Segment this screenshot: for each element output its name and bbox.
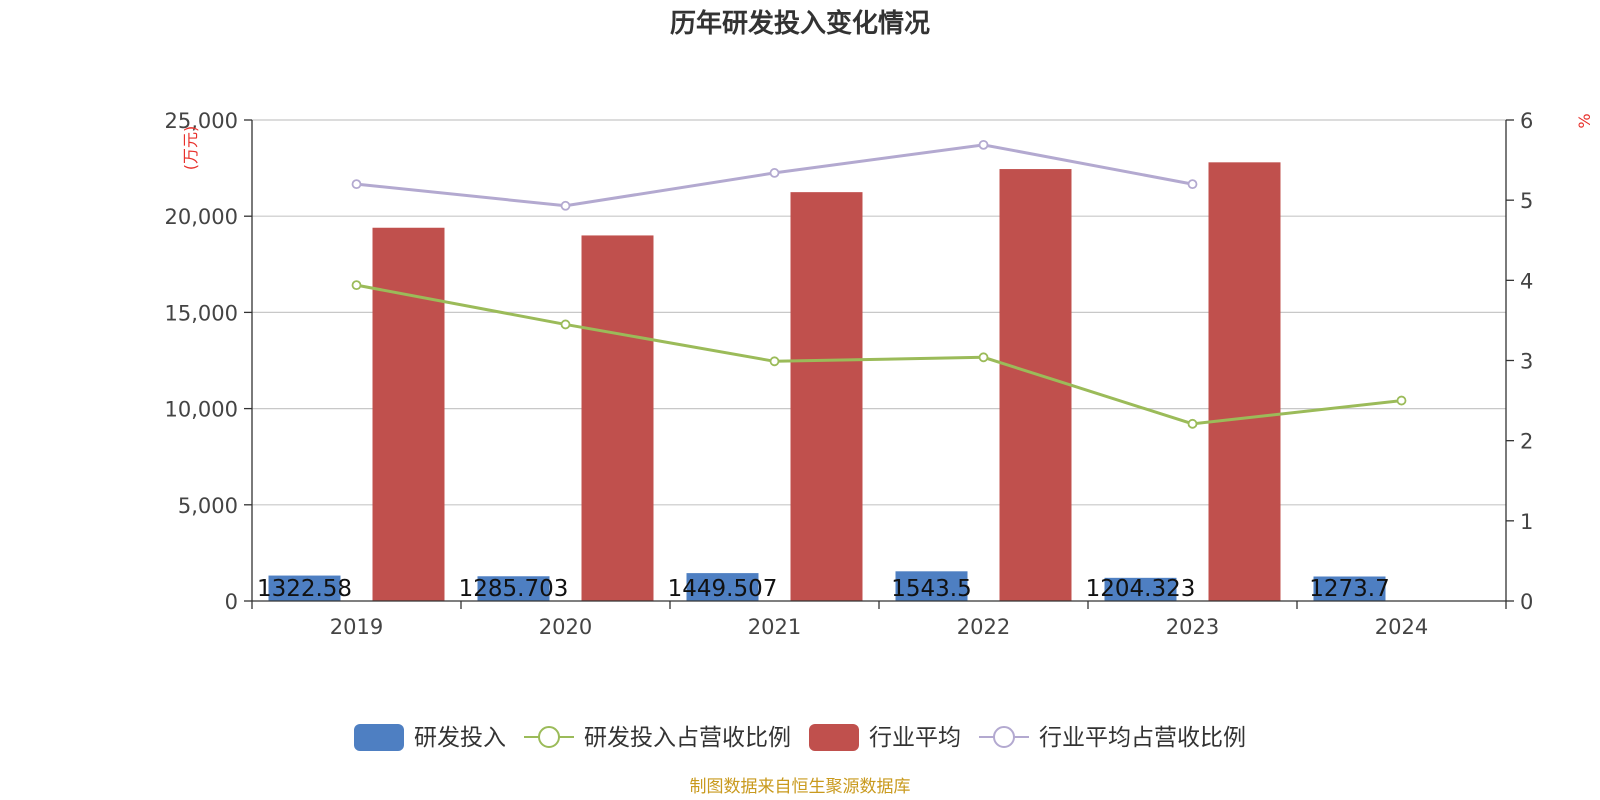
legend-label: 研发投入	[414, 725, 506, 751]
data-source: 制图数据来自恒生聚源数据库	[690, 777, 911, 797]
x-tick-label: 2020	[539, 615, 592, 639]
lines	[351, 139, 1407, 429]
data-point	[1187, 179, 1198, 190]
right-tick-label: 1	[1520, 510, 1533, 534]
x-tick-label: 2022	[957, 615, 1010, 639]
bar	[1104, 577, 1177, 601]
right-tick-label: 6	[1520, 109, 1533, 133]
x-tick-label: 2024	[1375, 615, 1428, 639]
bar	[895, 571, 968, 601]
chart-title: 历年研发投入变化情况	[670, 8, 930, 39]
legend-swatch-bar	[809, 724, 859, 751]
data-point	[1187, 418, 1198, 429]
series-line	[356, 283, 1402, 426]
data-point	[978, 352, 989, 363]
right-tick-label: 5	[1520, 189, 1533, 213]
legend-swatch-marker	[993, 726, 1015, 748]
bar	[686, 573, 759, 601]
bar-value-label: 1543.5	[891, 576, 971, 602]
bar	[268, 575, 341, 601]
right-tick-label: 3	[1520, 350, 1533, 374]
bar-value-label: 1273.7	[1309, 576, 1389, 602]
left-tick-label: 5,000	[178, 494, 238, 518]
x-tick-label: 2019	[330, 615, 383, 639]
x-tick-label: 2021	[748, 615, 801, 639]
legend-label: 行业平均	[869, 725, 961, 751]
left-tick-label: 20,000	[165, 205, 238, 229]
data-point	[351, 179, 362, 190]
bar	[581, 235, 654, 601]
bar	[1208, 162, 1281, 601]
gridlines	[252, 119, 1506, 506]
axes: 0 5,000 10,000 15,000 20,000 25,000 0 1 2 3 4 5 6 201…	[165, 109, 1534, 639]
data-point	[978, 139, 989, 150]
legend-swatch-marker	[538, 726, 560, 748]
bar-labels: 1322.58 1285.703 1449.507 1543.5 1204.323 127…	[257, 576, 1390, 602]
legend-label: 行业平均占营收比例	[1039, 725, 1246, 751]
bar	[372, 227, 445, 601]
legend-label: 研发投入占营收比例	[584, 725, 791, 751]
left-tick-label: 10,000	[165, 398, 238, 422]
left-axis-unit: (万元)	[181, 126, 200, 171]
data-point	[351, 280, 362, 291]
right-tick-label: 2	[1520, 430, 1533, 454]
data-point	[1396, 395, 1407, 406]
right-axis-unit: %	[1575, 113, 1594, 128]
data-point	[560, 200, 571, 211]
bar	[790, 192, 863, 601]
bar	[999, 169, 1072, 601]
data-point	[769, 168, 780, 178]
x-tick-label: 2023	[1166, 615, 1219, 639]
legend-swatch-bar	[354, 724, 404, 751]
bars	[268, 162, 1386, 601]
legend: 研发投入 研发投入占营收比例 行业平均 行业平均占营收比例	[354, 724, 1246, 751]
right-tick-label: 4	[1520, 269, 1533, 293]
bar-value-label: 1322.58	[257, 576, 352, 602]
bar-value-label: 1285.703	[459, 576, 569, 602]
bar	[1313, 576, 1386, 601]
bar	[477, 576, 550, 601]
right-tick-label: 0	[1520, 590, 1533, 614]
left-tick-label: 15,000	[165, 301, 238, 325]
bar-value-label: 1449.507	[668, 576, 778, 602]
data-point	[769, 356, 780, 367]
left-tick-label: 0	[225, 590, 238, 614]
left-tick-label: 25,000	[165, 109, 238, 133]
bar-value-label: 1204.323	[1086, 576, 1196, 602]
data-point	[560, 319, 571, 330]
